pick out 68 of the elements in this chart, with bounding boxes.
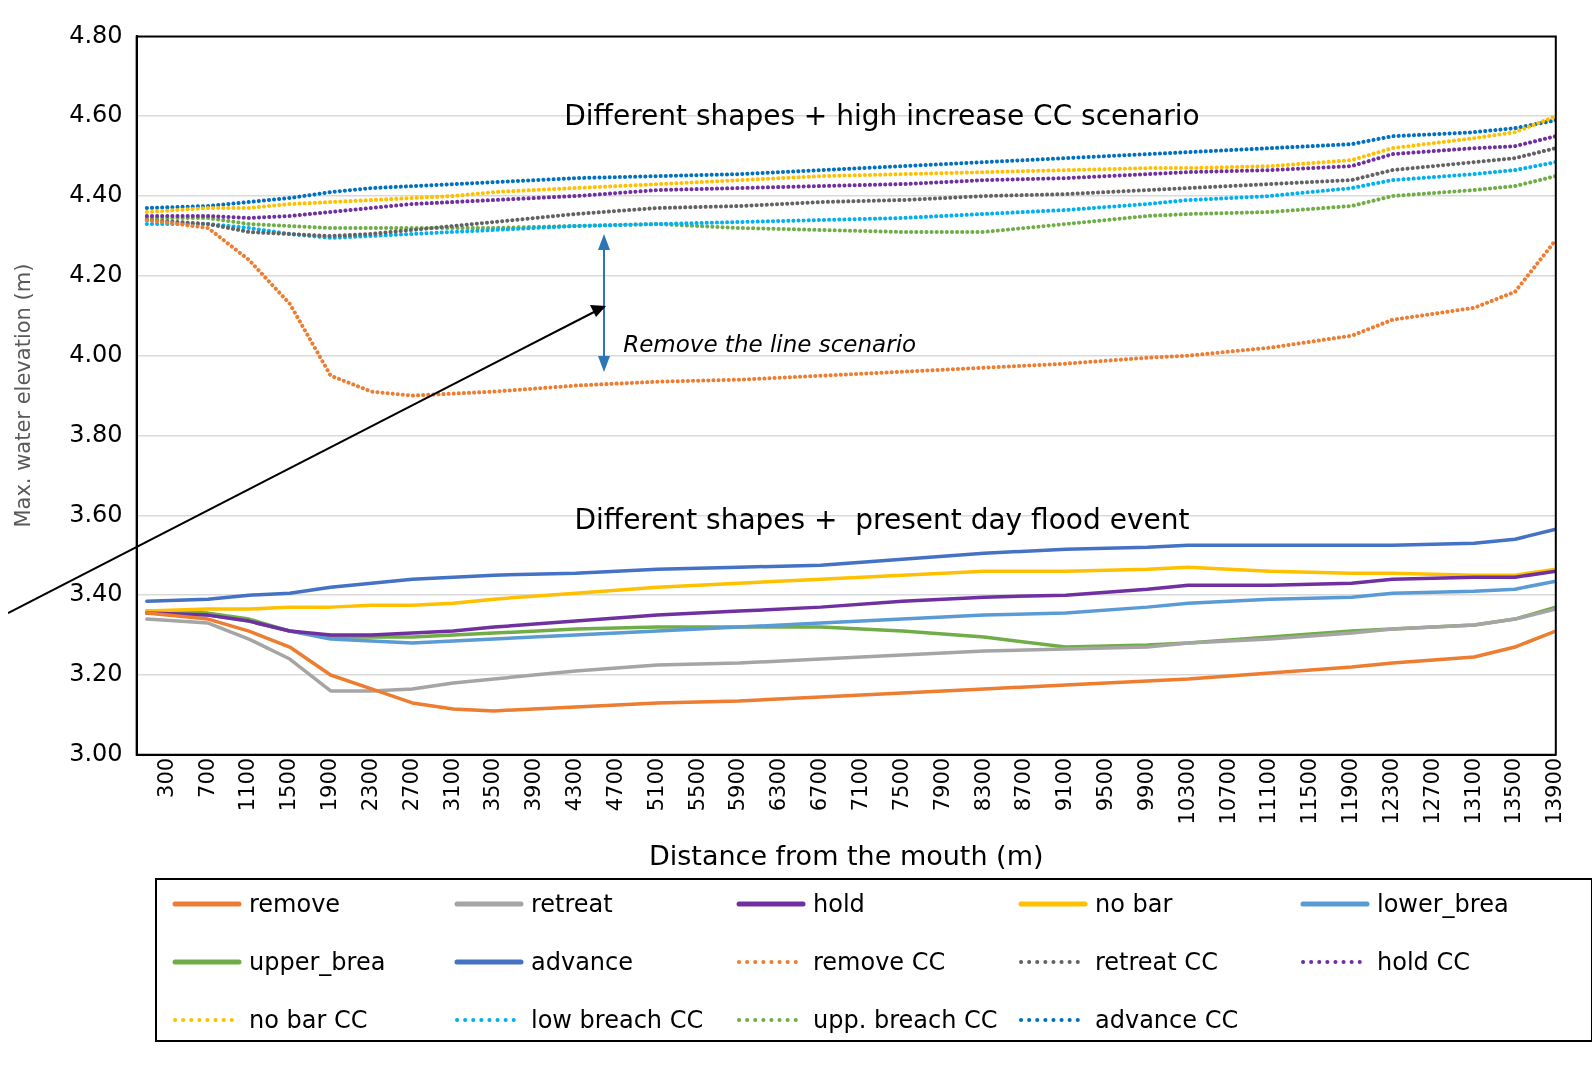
x-tick-label: 12300 (1378, 757, 1403, 825)
y-tick-label: 4.80 (69, 20, 123, 49)
annotation: Different shapes + high increase CC scenario (564, 99, 1200, 133)
line-series (144, 160, 1556, 240)
x-tick-label: 13500 (1501, 757, 1526, 825)
y-tick-label: 3.40 (69, 579, 123, 608)
x-tick-label: 3900 (521, 757, 546, 812)
x-tick-label: 1100 (235, 757, 260, 812)
x-tick-label: 6300 (766, 757, 791, 812)
legend-label: low breach CC (531, 1006, 704, 1034)
x-tick-label: 1500 (276, 757, 301, 812)
x-tick-label: 5500 (684, 757, 709, 812)
legend-label: hold CC (1377, 948, 1470, 976)
legend-label: remove CC (813, 948, 946, 976)
x-tick-label: 7500 (888, 757, 913, 812)
legend-label: no bar (1095, 890, 1173, 918)
x-tick-label: 5900 (725, 757, 750, 812)
legend-label: retreat CC (1095, 948, 1218, 976)
legend-label: upper_brea (249, 948, 386, 976)
x-tick-label: 7100 (847, 757, 872, 812)
legend-label: upp. breach CC (813, 1006, 998, 1034)
x-tick-label: 10300 (1174, 757, 1199, 825)
legend-label: remove (249, 890, 341, 918)
annotation: Different shapes + present day flood event (574, 502, 1190, 536)
x-tick-label: 4700 (602, 757, 627, 812)
x-axis-title: Distance from the mouth (m) (648, 839, 1044, 871)
legend-label: hold (813, 890, 865, 918)
x-tick-label: 10700 (1215, 757, 1240, 825)
x-tick-label: 1900 (317, 757, 342, 812)
y-tick-label: 3.80 (69, 419, 123, 448)
legend-label: advance (531, 948, 634, 976)
y-tick-label: 3.00 (69, 739, 123, 768)
x-tick-label: 300 (153, 757, 178, 798)
x-tick-label: 7900 (929, 757, 954, 812)
x-tick-label: 700 (194, 757, 219, 798)
x-tick-label: 9900 (1133, 757, 1158, 812)
x-tick-label: 11500 (1297, 757, 1322, 825)
x-tick-label: 5100 (643, 757, 668, 812)
x-tick-label: 2300 (357, 757, 382, 812)
x-tick-label: 13900 (1542, 757, 1567, 825)
y-tick-label: 4.60 (69, 100, 123, 129)
y-tick-label: 3.60 (69, 499, 123, 528)
legend-label: advance CC (1095, 1006, 1239, 1034)
y-axis-title: Max. water elevation (m) (11, 263, 36, 528)
y-tick-label: 4.20 (69, 260, 123, 289)
legend-label: no bar CC (249, 1006, 368, 1034)
x-tick-label: 4300 (562, 757, 587, 812)
annotation: Remove the line scenario (623, 330, 917, 357)
line-series (144, 134, 1556, 220)
y-tick-label: 3.20 (69, 659, 123, 688)
x-tick-label: 8300 (970, 757, 995, 812)
line-series (144, 217, 1556, 398)
x-tick-label: 9100 (1052, 757, 1077, 812)
y-tick-label: 4.40 (69, 180, 123, 209)
x-tick-label: 13100 (1460, 757, 1485, 825)
x-tick-label: 3500 (480, 757, 505, 812)
x-tick-label: 8700 (1011, 757, 1036, 812)
x-tick-label: 6700 (807, 757, 832, 812)
x-tick-label: 2700 (398, 757, 423, 812)
legend-label: lower_brea (1377, 890, 1509, 918)
y-tick-label: 4.00 (69, 339, 123, 368)
x-tick-label: 11900 (1338, 757, 1363, 825)
x-tick-label: 3100 (439, 757, 464, 812)
legend-label: retreat (531, 890, 613, 918)
x-tick-label: 9500 (1093, 757, 1118, 812)
x-tick-label: 12700 (1419, 757, 1444, 825)
line-series (144, 146, 1556, 238)
x-tick-label: 11100 (1256, 757, 1281, 825)
